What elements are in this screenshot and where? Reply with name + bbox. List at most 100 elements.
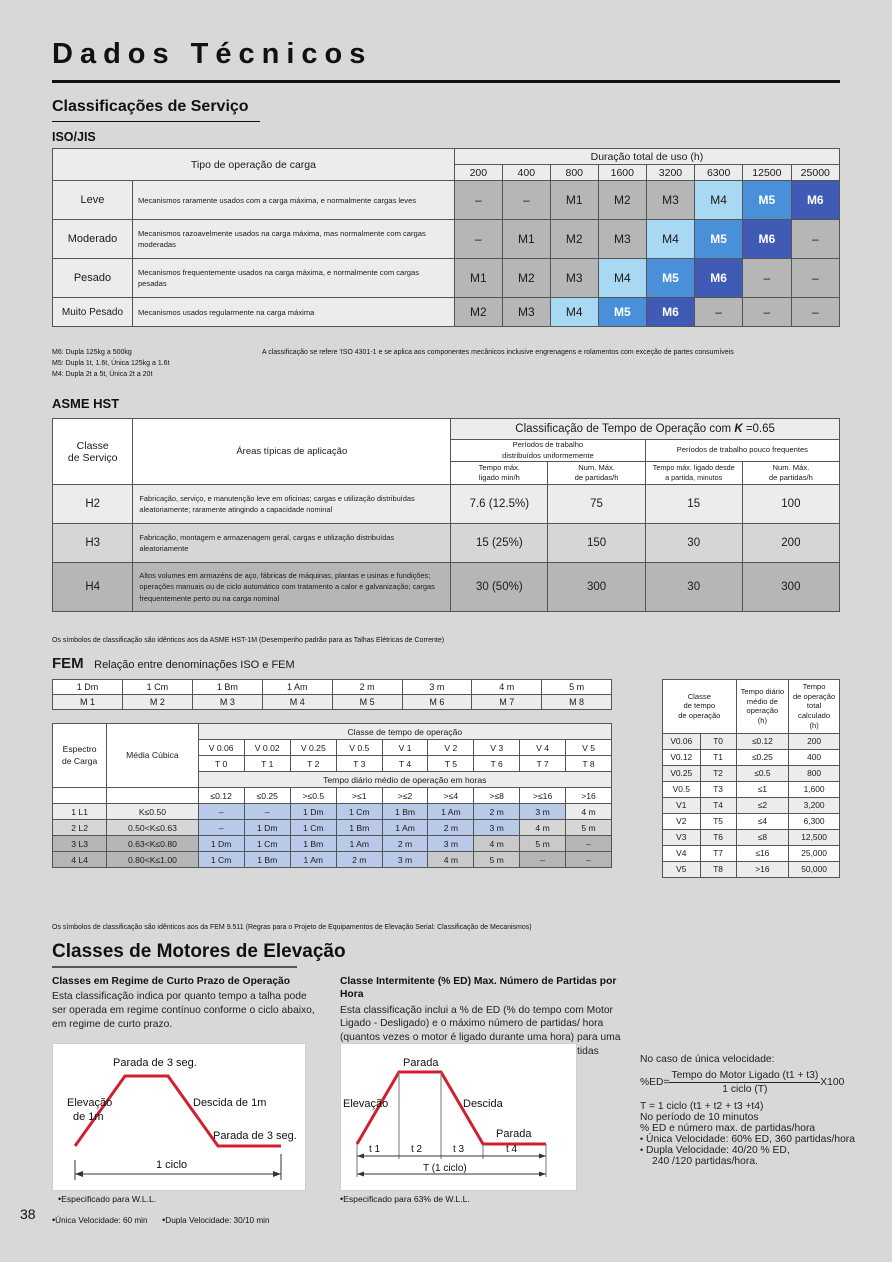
duration-col-7: 25000 [790, 164, 841, 181]
spectrum-cell-2-1: 1 Cm [243, 835, 291, 852]
time-header-total-l2: de operação [792, 691, 836, 701]
iso-cell-2-1: M2 [501, 258, 551, 298]
time-daily-3: ≤1 [735, 780, 790, 798]
v-class-2: V 0.25 [289, 739, 337, 756]
diag1-stop-bottom: Parada de 3 seg. [213, 1130, 297, 1142]
table-header-row: Classe de Serviço Áreas típicas de aplic… [51, 418, 840, 485]
asme-subhead-1-l1: Num. Máx. [578, 462, 615, 472]
spectrum-cell-1-2: 1 Cm [289, 819, 337, 836]
diag2-t3: t 3 [453, 1144, 465, 1155]
iso-cell-2-6: – [742, 258, 792, 298]
time-header-total-l1: Tempo [802, 682, 826, 691]
asme-class-0: H2 [51, 484, 134, 524]
spectrum-cell-3-2: 1 Am [289, 851, 337, 868]
arrow-head-right-3-icon [539, 1171, 546, 1177]
diag2-rise: Elevação [343, 1098, 388, 1110]
iso-desc-3: Mecanismos usados regularmente na carga … [131, 297, 455, 327]
table-row: V4 T7 ≤16 25,000 [662, 844, 840, 862]
spectrum-cell-1-5: 2 m [427, 819, 475, 836]
formula-bullet-3: 240 /120 partidas/hora. [652, 1156, 758, 1167]
table-row: Leve Mecanismos raramente usados com a c… [52, 180, 841, 220]
spectrum-cell-0-7: 3 m [519, 803, 567, 820]
iso-desig-7: M 8 [541, 694, 612, 710]
fem-subtitle: Relação entre denominações ISO e FEM [94, 659, 295, 671]
page-title: Dados Técnicos [52, 38, 373, 70]
time-total-4: 3,200 [788, 796, 840, 814]
iso-cell-2-7: – [790, 258, 841, 298]
header-load-operation-type: Tipo de operação de carga [52, 148, 455, 181]
spectrum-cell-3-7: – [519, 851, 567, 868]
spectrum-cell-0-5: 1 Am [427, 803, 475, 820]
spectrum-k-1: 0.50<K≤0.63 [106, 819, 199, 836]
time-daily-0: ≤0.12 [735, 732, 790, 750]
time-t-8: T8 [699, 860, 737, 878]
iso-cell-1-3: M3 [597, 219, 647, 259]
iso-class-2: Pesado [52, 258, 133, 298]
time-daily-4: ≤2 [735, 796, 790, 814]
formula-tail: X100 [820, 1077, 845, 1089]
spectrum-cell-1-1: 1 Dm [243, 819, 291, 836]
time-t-5: T5 [699, 812, 737, 830]
section-title-motor-classes: Classes de Motores de Elevação [52, 941, 346, 962]
fem-label: FEM [52, 655, 84, 672]
asme-header-class-line2: de Serviço [67, 451, 118, 464]
diag2-cycle-label: T (1 ciclo) [423, 1163, 467, 1174]
iso-cell-3-7: – [790, 297, 841, 327]
spectrum-cell-2-7: 5 m [519, 835, 567, 852]
time-header-daily-l2: médio de [746, 696, 779, 706]
time-v-0: V0.06 [662, 732, 701, 750]
spectrum-cell-2-8: – [565, 835, 612, 852]
iso-cell-3-1: M3 [501, 297, 551, 327]
spectrum-header-daily-hours: Tempo diário médio de operação em horas [197, 771, 613, 788]
spectrum-cell-3-1: 1 Bm [243, 851, 291, 868]
table-row: V0.12 T1 ≤0.25 400 [662, 748, 840, 766]
intermittent-title: Classe Intermitente (% ED) Max. Número d… [340, 976, 617, 1001]
time-header-total-l3: total [806, 701, 822, 711]
time-total-2: 800 [788, 764, 840, 782]
hours-values-row: ≤0.12 ≤0.25 >≤0.5 >≤1 >≤2 >≤4 >≤8 >≤16 >… [51, 787, 612, 804]
iso-cell-1-5: M5 [694, 219, 744, 259]
diag1-note-bullet-icon: • [58, 1194, 62, 1204]
arrow-head-left-icon [75, 1171, 83, 1177]
duration-col-1: 400 [501, 164, 551, 181]
title-rule [52, 80, 840, 83]
formula-denominator: 1 ciclo (T) [722, 1084, 768, 1095]
formula-line-period: No período de 10 minutos [640, 1112, 759, 1123]
spectrum-cell-3-8: – [565, 851, 612, 868]
iso-cell-1-0: – [453, 219, 503, 259]
diag1-foot-b: Dupla Velocidade: 30/10 min [165, 1216, 270, 1225]
time-header-total-l4: calculado [798, 711, 831, 721]
time-daily-7: ≤16 [735, 844, 790, 862]
spectrum-cell-3-6: 5 m [473, 851, 521, 868]
iso-desc-2: Mecanismos frequentemente usados na carg… [131, 258, 455, 298]
section-title-rule [52, 121, 260, 122]
asme-subhead-3-l2: de partidas/h [768, 473, 813, 482]
iso-desig-1: M 2 [121, 694, 193, 710]
diag2-t1: t 1 [369, 1144, 381, 1155]
diag2-t4: t 4 [506, 1144, 518, 1155]
asme-cell-2-1: 300 [547, 562, 646, 612]
formula-bullet-1: Única Velocidade: 60% ED, 360 partidas/h… [646, 1134, 855, 1145]
asme-subhead-1: Num. Máx. de partidas/h [547, 461, 646, 485]
v-class-6: V 3 [473, 739, 521, 756]
v-class-0: V 0.06 [197, 739, 245, 756]
page-number: 38 [20, 1206, 36, 1222]
asme-subhead-0-l1: Tempo máx. [478, 462, 520, 472]
t-class-2: T 2 [289, 755, 337, 772]
asme-cell-0-2: 15 [644, 484, 743, 524]
asme-group-uniform: Períodos de trabalho distribuídos unifor… [450, 439, 646, 462]
diag1-descent: Descida de 1m [193, 1097, 266, 1109]
diag1-stop-top: Parada de 3 seg. [113, 1057, 197, 1069]
hours-7: >≤16 [519, 787, 567, 804]
time-v-6: V3 [662, 828, 701, 846]
table-row: 3 L3 0.63<K≤0.80 1 Dm 1 Cm 1 Bm 1 Am 2 m… [51, 835, 612, 852]
asme-header-service-class: Classe de Serviço [51, 418, 134, 485]
time-t-6: T6 [699, 828, 737, 846]
time-total-7: 25,000 [788, 844, 840, 862]
fem-heading: FEM Relação entre denominações ISO e FEM [52, 655, 295, 673]
short-term-body: Esta classificação indica por quanto tem… [52, 991, 315, 1030]
table-row: V3 T6 ≤8 12,500 [662, 828, 840, 846]
table-row: H2 Fabricação, serviço, e manutenção lev… [51, 484, 841, 524]
spectrum-header-load-l2: de Carga [61, 755, 98, 766]
fem-desig-2: 1 Bm [191, 679, 263, 695]
